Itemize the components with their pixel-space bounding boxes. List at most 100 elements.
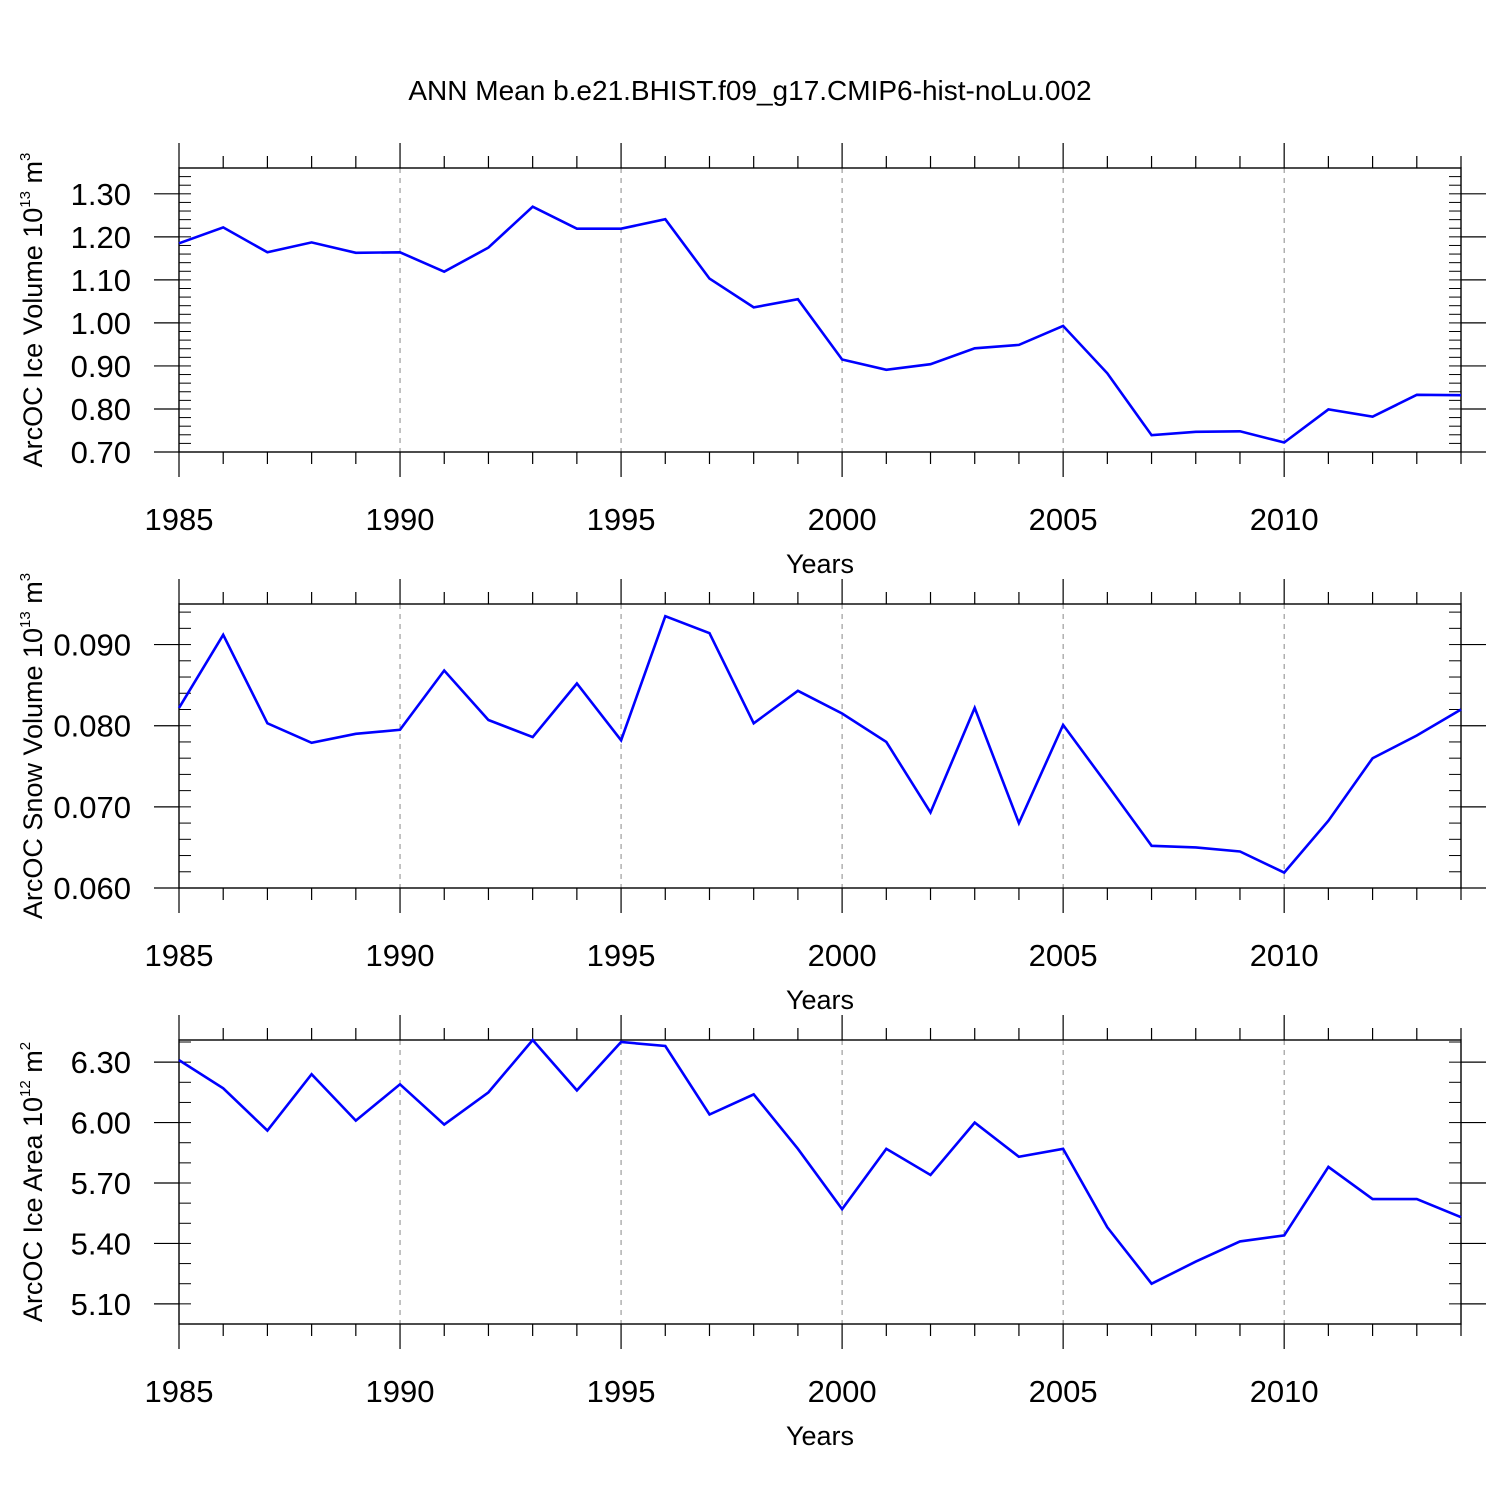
data-point	[619, 738, 623, 742]
data-point	[1061, 324, 1065, 328]
x-tick-label: 2000	[808, 938, 877, 973]
data-point	[442, 1123, 446, 1127]
x-tick-label: 2010	[1250, 938, 1319, 973]
data-point	[310, 1072, 314, 1076]
plot-frame	[178, 1039, 1462, 1325]
y-tick-label: 6.00	[71, 1106, 131, 1141]
data-point	[486, 718, 490, 722]
x-tick-label: 1990	[366, 1374, 435, 1409]
data-point	[707, 277, 711, 281]
data-point	[1415, 393, 1419, 397]
y-axis-title-unit-exponent: 3	[17, 573, 34, 581]
data-point	[707, 1113, 711, 1117]
data-point	[265, 1129, 269, 1133]
data-point	[177, 1058, 181, 1062]
data-point	[1017, 821, 1021, 825]
x-tick-label: 2010	[1250, 502, 1319, 537]
chart-panel-2: 1985 1990 1995 2000 2005 2010 0.060 0.070 0.080 0…	[17, 573, 1486, 1015]
y-axis-title-unit-exponent: 2	[17, 1042, 34, 1050]
data-point	[752, 721, 756, 725]
x-tick-label: 1995	[587, 502, 656, 537]
y-tick-label: 5.40	[71, 1226, 131, 1261]
data-point	[531, 735, 535, 739]
y-axis-title: ArcOC Ice Volume 1013 m3	[17, 153, 48, 468]
data-point	[707, 631, 711, 635]
y-tick-label: 1.20	[71, 220, 131, 255]
data-point	[575, 1088, 579, 1092]
series-line	[178, 205, 1462, 444]
data-point	[1326, 407, 1330, 411]
data-point	[884, 740, 888, 744]
panels: 1985 1990 1995 2000 2005 2010 0.70 0.80 0.90 1.00…	[17, 143, 1486, 1451]
data-point	[486, 1090, 490, 1094]
data-point	[1150, 844, 1154, 848]
x-tick-label: 1995	[587, 1374, 656, 1409]
data-point	[1105, 371, 1109, 375]
data-point	[1415, 1197, 1419, 1201]
data-point	[575, 227, 579, 231]
y-tick-label: 1.30	[71, 177, 131, 212]
data-point	[354, 732, 358, 736]
x-tick-label: 1995	[587, 938, 656, 973]
chart-panel-3: 1985 1990 1995 2000 2005 2010 5.10 5.40 5.70 6.00…	[17, 1015, 1486, 1451]
data-point	[1194, 1260, 1198, 1264]
y-tick-label: 0.070	[53, 790, 131, 825]
data-point	[929, 362, 933, 366]
data-point	[1238, 849, 1242, 853]
data-point	[752, 305, 756, 309]
data-point	[840, 712, 844, 716]
data-point	[884, 368, 888, 372]
x-tick-label: 2000	[808, 1374, 877, 1409]
data-point	[840, 1207, 844, 1211]
y-tick-label: 0.090	[53, 628, 131, 663]
data-point	[973, 706, 977, 710]
y-axis-title-exponent: 12	[17, 1080, 34, 1097]
x-axis-title: Years	[786, 985, 854, 1015]
x-tick-label: 1985	[145, 1374, 214, 1409]
data-point	[1459, 707, 1463, 711]
x-tick-label: 2000	[808, 502, 877, 537]
data-point	[1017, 1155, 1021, 1159]
data-point	[1061, 723, 1065, 727]
data-point	[1282, 441, 1286, 445]
y-tick-label: 1.00	[71, 306, 131, 341]
data-point	[1459, 1215, 1463, 1219]
y-tick-label: 5.70	[71, 1166, 131, 1201]
y-tick-label: 0.70	[71, 435, 131, 470]
plot-frame	[178, 167, 1462, 453]
data-point	[1194, 845, 1198, 849]
y-axis-title-exponent: 13	[17, 611, 34, 628]
data-point	[354, 1119, 358, 1123]
data-point	[310, 240, 314, 244]
data-point	[1326, 1165, 1330, 1169]
data-point	[1238, 1239, 1242, 1243]
data-point	[398, 728, 402, 732]
y-tick-label: 6.30	[71, 1045, 131, 1080]
x-tick-label: 2010	[1250, 1374, 1319, 1409]
data-point	[1371, 415, 1375, 419]
y-axis-title-unit: m	[18, 581, 48, 611]
data-point	[486, 246, 490, 250]
data-point	[1282, 1233, 1286, 1237]
data-point	[884, 1147, 888, 1151]
y-axis-title-unit-exponent: 3	[17, 153, 34, 161]
data-point	[398, 1082, 402, 1086]
series-line	[177, 614, 1462, 875]
x-tick-label: 1985	[145, 938, 214, 973]
x-axis-title: Years	[786, 1421, 854, 1451]
data-point	[575, 682, 579, 686]
data-point	[929, 811, 933, 815]
data-point	[663, 217, 667, 221]
y-axis-title-exponent: 13	[17, 191, 34, 208]
y-tick-label: 0.080	[53, 709, 131, 744]
data-point	[1459, 393, 1463, 397]
y-axis-title: ArcOC Ice Area 1012 m2	[17, 1042, 48, 1322]
chart-panel-1: 1985 1990 1995 2000 2005 2010 0.70 0.80 0.90 1.00…	[17, 143, 1486, 579]
data-point	[796, 297, 800, 301]
x-tick-label: 1990	[366, 938, 435, 973]
data-point	[1415, 733, 1419, 737]
data-point	[265, 250, 269, 254]
y-axis-title-base: ArcOC Snow Volume 10	[18, 628, 48, 919]
